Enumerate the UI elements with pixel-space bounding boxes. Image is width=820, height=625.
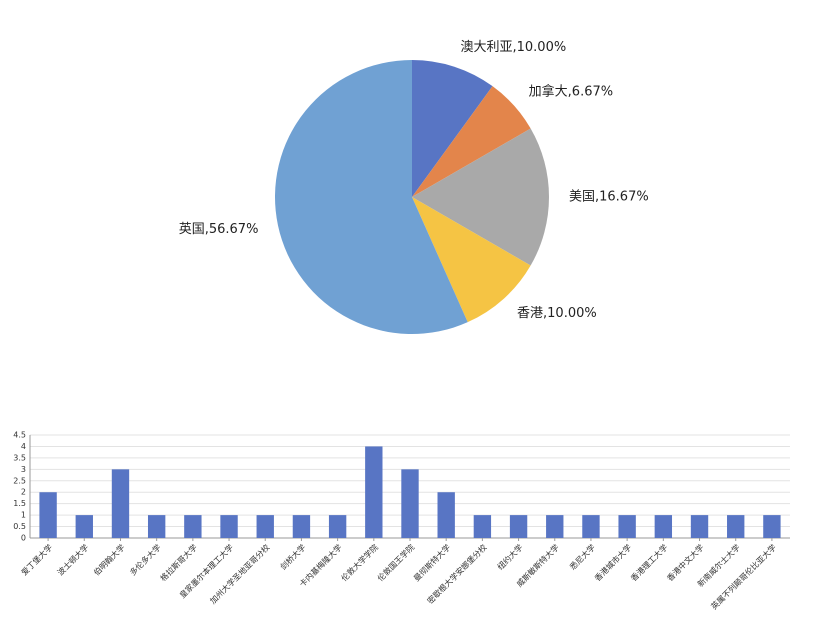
bar	[292, 515, 311, 538]
bar	[509, 515, 528, 538]
x-tick-label: 香港理工大学	[629, 542, 670, 583]
bar	[184, 515, 202, 538]
x-tick-label: 密歇根大学安娜堡分校	[425, 542, 489, 606]
y-tick-label: 1.5	[13, 499, 26, 508]
y-tick-label: 3.5	[13, 453, 26, 462]
y-tick-label: 0.5	[13, 522, 26, 531]
slice-label: 澳大利亚,10.00%	[461, 39, 567, 55]
bar	[328, 515, 347, 538]
y-tick-label: 0	[21, 534, 26, 543]
bar	[75, 515, 93, 538]
bar	[147, 515, 166, 538]
pie-slice	[412, 86, 531, 197]
x-tick-label: 伯明翰大学	[91, 542, 126, 577]
x-tick-label: 爱丁堡大学	[19, 542, 54, 577]
slice-label: 英国,56.67%	[179, 222, 259, 237]
y-tick-label: 2	[21, 488, 26, 497]
y-tick-label: 4.5	[13, 431, 26, 440]
x-tick-label: 格拉斯哥大学	[158, 542, 199, 583]
bar	[690, 515, 709, 538]
bar	[401, 469, 419, 538]
bar	[727, 515, 745, 538]
pie-slice	[274, 60, 468, 334]
x-tick-label: 英属不列颠哥伦比亚大学	[709, 542, 778, 611]
bar	[220, 515, 238, 538]
bar	[618, 515, 636, 538]
bar	[256, 515, 274, 538]
slice-label: 加拿大,6.67%	[529, 83, 613, 99]
y-tick-label: 3	[21, 465, 26, 474]
pie-slice	[412, 128, 549, 266]
x-tick-label: 香港中文大学	[665, 542, 706, 583]
bar	[763, 515, 781, 538]
pie-slice	[412, 60, 493, 197]
x-tick-label: 纽约大学	[495, 542, 525, 572]
slice-label: 香港,10.00%	[517, 306, 597, 321]
x-tick-label: 伦敦大学学院	[339, 542, 380, 583]
y-tick-label: 1	[21, 511, 26, 520]
bar	[365, 446, 383, 538]
bar	[582, 515, 600, 538]
x-tick-label: 悉尼大学	[567, 542, 597, 572]
y-tick-label: 2.5	[13, 476, 26, 485]
bar	[437, 492, 455, 538]
x-tick-label: 加州大学圣地亚哥分校	[208, 542, 272, 606]
pie-slice	[412, 197, 531, 323]
y-tick-label: 4	[21, 442, 26, 451]
x-tick-label: 香港城市大学	[592, 542, 633, 583]
bar	[473, 515, 492, 538]
x-tick-label: 伦敦国王学院	[375, 542, 416, 583]
bar	[546, 515, 564, 538]
x-tick-label: 曼彻斯特大学	[411, 542, 452, 583]
bar	[111, 469, 130, 538]
x-tick-label: 波士顿大学	[55, 542, 90, 577]
bar	[654, 515, 673, 538]
bar	[39, 492, 57, 538]
slice-label: 美国,16.67%	[569, 190, 649, 205]
x-tick-label: 剑桥大学	[278, 542, 308, 572]
x-tick-label: 多伦多大学	[127, 542, 162, 577]
